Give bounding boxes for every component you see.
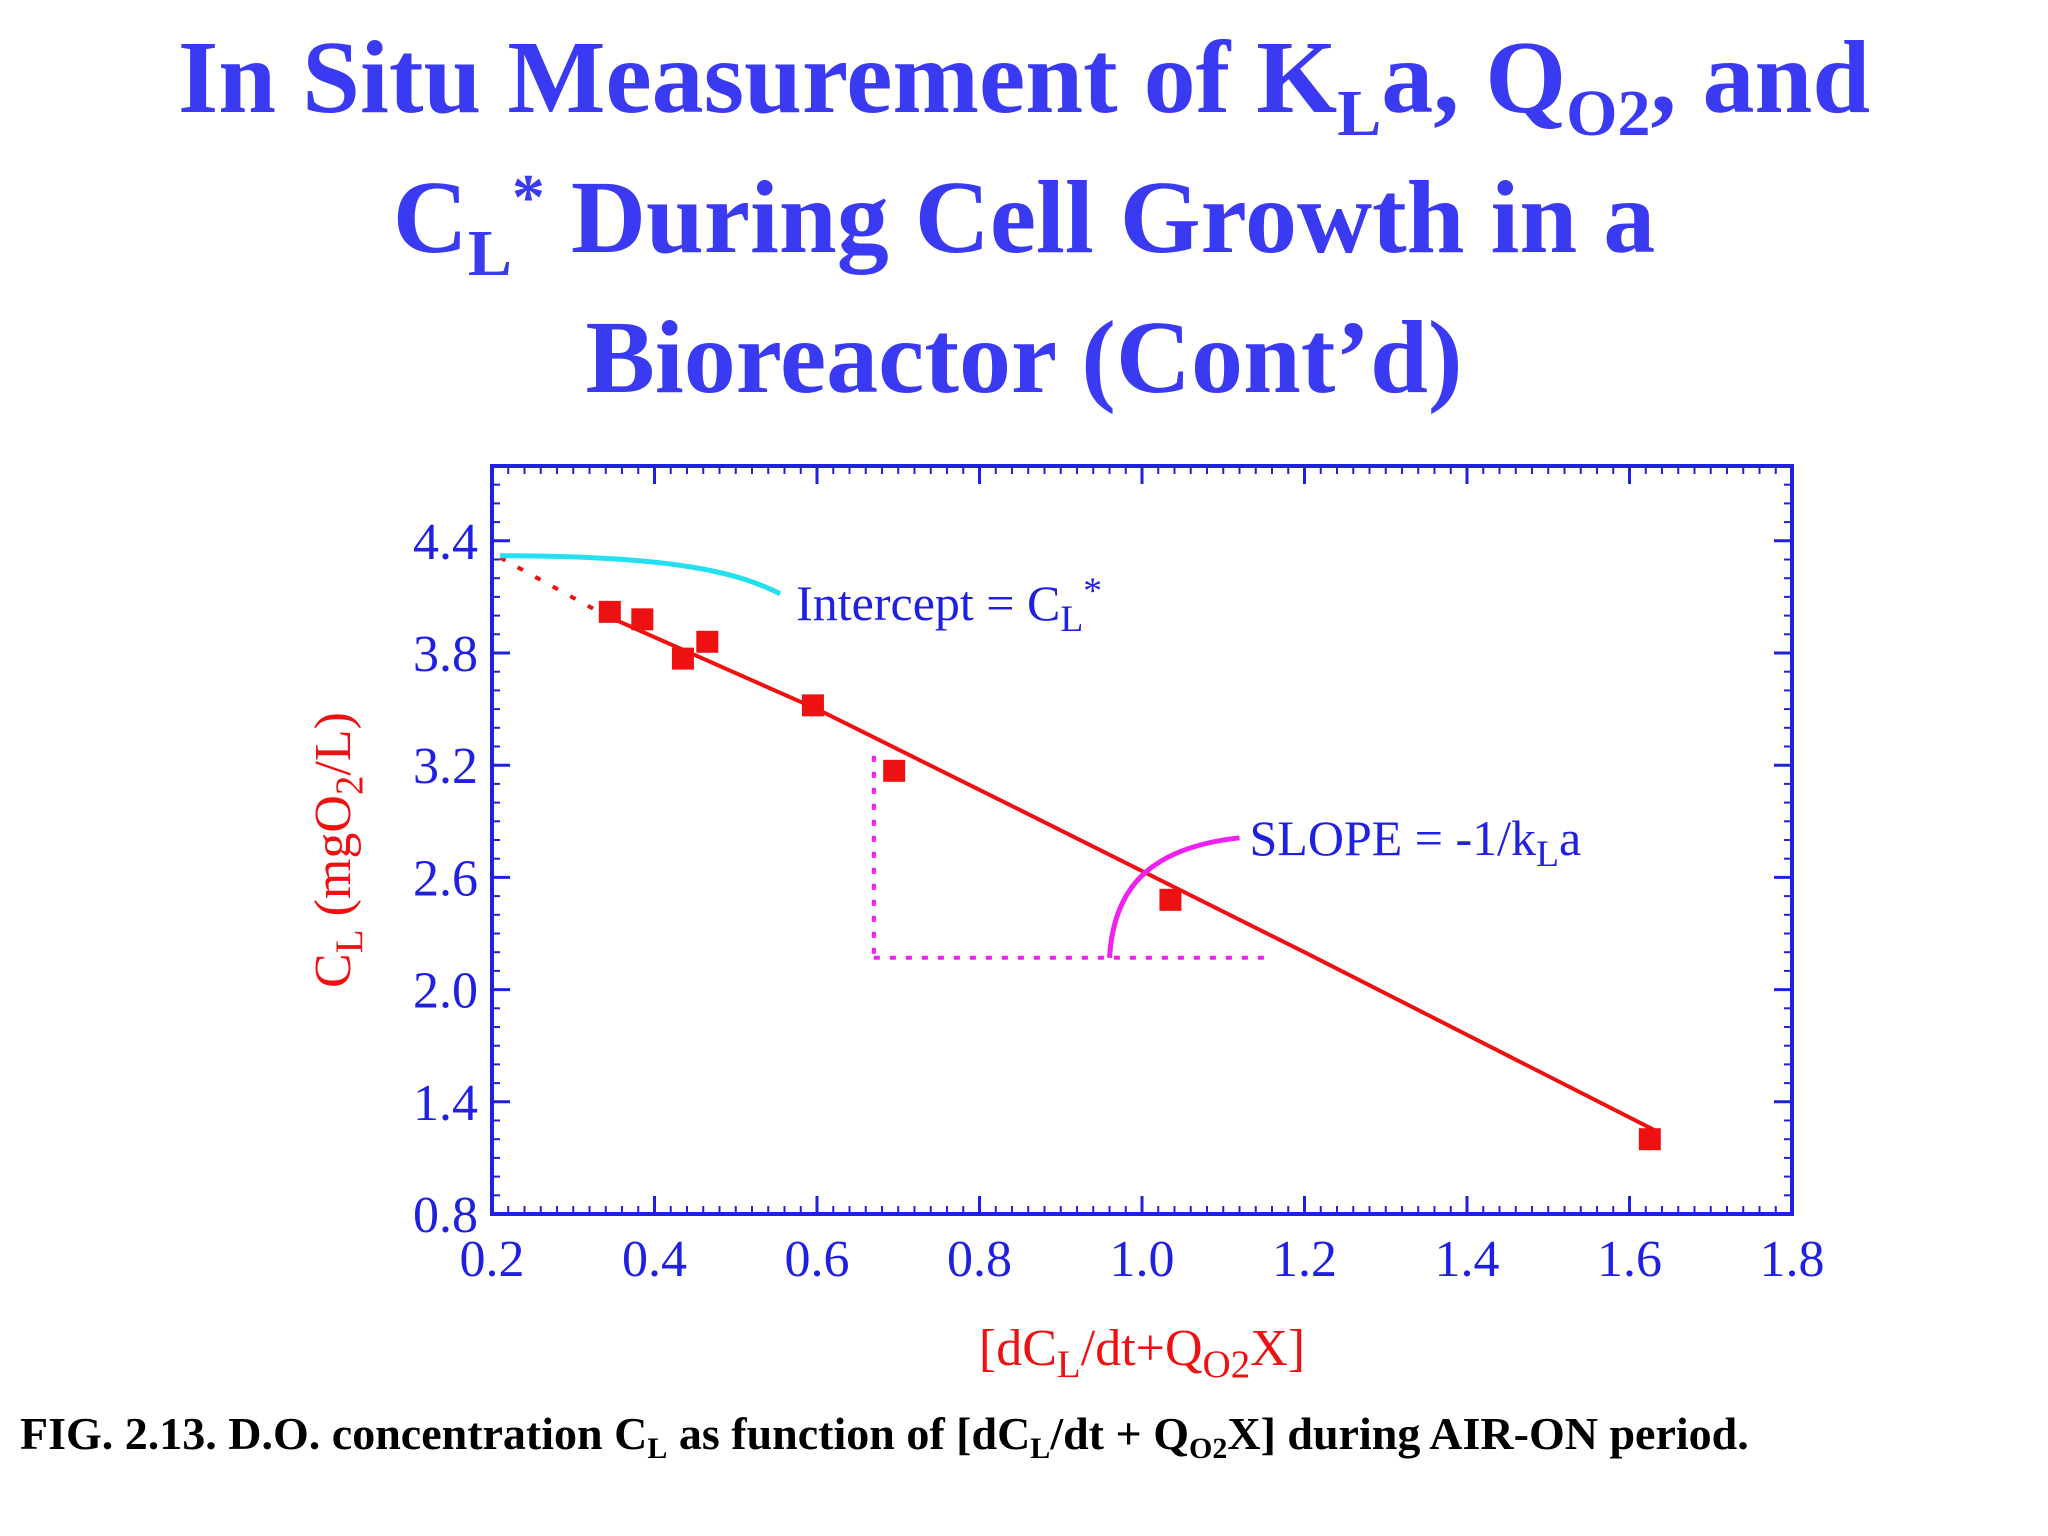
x-tick-label: 0.2 — [460, 1231, 525, 1288]
y-tick-label: 3.8 — [413, 626, 478, 683]
data-point — [801, 694, 824, 717]
x-tick-label: 0.8 — [947, 1231, 1012, 1288]
y-tick-label: 4.4 — [413, 514, 478, 571]
chart: 0.2 0.4 0.6 0.8 1.0 1.2 1.4 1.6 1.8 0.8 1.4 2.0 2.6 3… — [305, 464, 1825, 1386]
slope-label: SLOPE = -1/kLa — [1250, 810, 1582, 875]
y-axis-label: CL (mgO2/L) — [305, 712, 371, 988]
x-tick-label: 1.8 — [1760, 1231, 1825, 1288]
title-line-3: Bioreactor (Cont’d) — [585, 300, 1463, 415]
x-tick-label: 1.6 — [1597, 1231, 1662, 1288]
x-tick-label: 1.0 — [1110, 1231, 1175, 1288]
data-point — [883, 759, 906, 782]
data-point — [671, 647, 694, 670]
y-tick-label: 2.6 — [413, 850, 478, 907]
intercept-label: Intercept = CL* — [796, 571, 1102, 640]
x-axis-label: [dCL/dt+QO2X] — [979, 1320, 1305, 1386]
y-tick-label: 1.4 — [413, 1075, 478, 1132]
x-tick-label: 1.2 — [1272, 1231, 1337, 1288]
y-tick-label: 3.2 — [413, 738, 478, 795]
x-tick-label: 0.6 — [785, 1231, 850, 1288]
fit-line — [604, 613, 1655, 1132]
title-line-2: CL* During Cell Growth in a — [392, 160, 1656, 291]
data-point — [631, 608, 654, 631]
y-tick-label: 2.0 — [413, 963, 478, 1020]
x-tick-label: 1.4 — [1435, 1231, 1500, 1288]
data-point — [696, 630, 719, 653]
extrapolation-line — [499, 555, 607, 618]
data-point — [598, 600, 621, 623]
y-tick-label: 0.8 — [413, 1187, 478, 1244]
figure-caption: FIG. 2.13. D.O. concentration CL as func… — [20, 1408, 1749, 1465]
data-point — [1638, 1128, 1661, 1151]
x-tick-label: 0.4 — [622, 1231, 687, 1288]
title-line-1: In Situ Measurement of KLa, QO2, and — [177, 20, 1871, 151]
intercept-pointer-curve — [500, 553, 782, 596]
slide-title: In Situ Measurement of KLa, QO2, and CL*… — [0, 8, 2048, 428]
slope-pointer-curve — [1107, 835, 1240, 958]
data-point — [1159, 888, 1182, 911]
